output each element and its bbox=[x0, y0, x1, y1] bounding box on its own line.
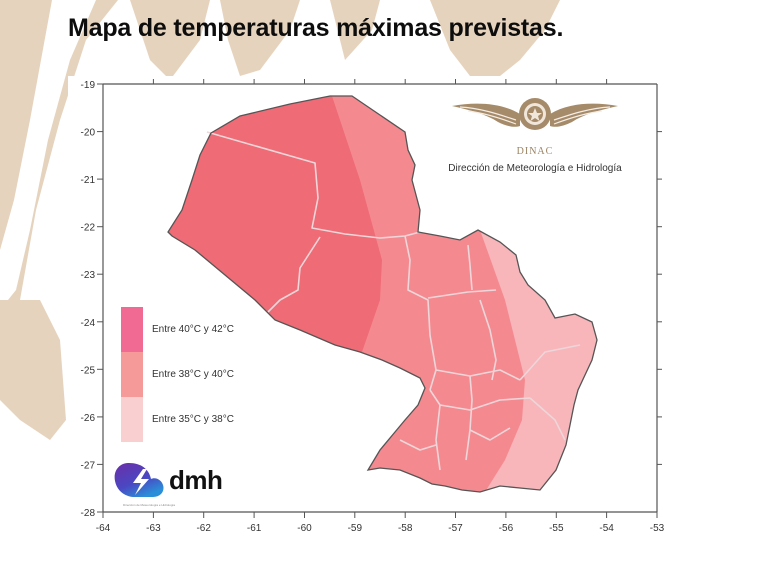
y-ticks bbox=[97, 83, 662, 513]
axes-frame bbox=[102, 83, 658, 513]
dinac-logo: DINAC Dirección de Meteorología e Hidrol… bbox=[420, 92, 650, 174]
legend-label: Entre 38°C y 40°C bbox=[152, 369, 234, 380]
svg-text:-55: -55 bbox=[549, 523, 564, 534]
svg-text:-62: -62 bbox=[196, 523, 211, 534]
x-ticks bbox=[102, 79, 658, 518]
svg-text:-25: -25 bbox=[81, 365, 96, 376]
legend-item: Entre 35°C y 38°C bbox=[121, 397, 234, 442]
svg-text:-21: -21 bbox=[81, 175, 96, 186]
page-title: Mapa de temperaturas máximas previstas. bbox=[68, 14, 564, 42]
legend-label: Entre 35°C y 38°C bbox=[152, 414, 234, 425]
svg-text:-60: -60 bbox=[297, 523, 312, 534]
svg-text:-56: -56 bbox=[499, 523, 514, 534]
svg-text:-64: -64 bbox=[96, 523, 111, 534]
y-tick-labels: -19 -20 -21 -22 -23 -24 -25 -26 -27 -28 bbox=[81, 80, 96, 519]
dinac-name: DINAC bbox=[516, 146, 554, 157]
legend-swatch-35-38 bbox=[121, 397, 143, 442]
svg-text:-22: -22 bbox=[81, 223, 96, 234]
dmh-subtitle: Dirección de Meteorología e Hidrología bbox=[123, 503, 176, 507]
department-boundaries bbox=[206, 131, 581, 471]
legend-item: Entre 40°C y 42°C bbox=[121, 307, 234, 352]
legend-swatch-40-42 bbox=[121, 307, 143, 352]
dmh-logo: dmh Dirección de Meteorología e Hidrolog… bbox=[113, 459, 223, 507]
svg-text:-63: -63 bbox=[146, 523, 161, 534]
dinac-subtitle: Dirección de Meteorología e Hidrología bbox=[448, 163, 622, 174]
legend-label: Entre 40°C y 42°C bbox=[152, 324, 234, 335]
x-tick-labels: -64 -63 -62 -61 -60 -59 -58 -57 -56 -55 … bbox=[96, 523, 665, 534]
dmh-name: dmh bbox=[169, 465, 223, 495]
svg-text:-19: -19 bbox=[81, 80, 96, 91]
legend-item: Entre 38°C y 40°C bbox=[121, 352, 234, 397]
svg-text:-57: -57 bbox=[448, 523, 463, 534]
svg-text:-27: -27 bbox=[81, 460, 96, 471]
svg-text:-61: -61 bbox=[247, 523, 262, 534]
svg-text:-24: -24 bbox=[81, 318, 96, 329]
svg-text:-20: -20 bbox=[81, 128, 96, 139]
svg-text:-54: -54 bbox=[599, 523, 614, 534]
svg-text:-58: -58 bbox=[398, 523, 413, 534]
legend: Entre 40°C y 42°C Entre 38°C y 40°C Entr… bbox=[121, 307, 234, 442]
winged-emblem-icon bbox=[452, 98, 618, 130]
svg-text:-53: -53 bbox=[650, 523, 665, 534]
svg-text:-26: -26 bbox=[81, 413, 96, 424]
svg-text:-28: -28 bbox=[81, 508, 96, 519]
legend-swatch-38-40 bbox=[121, 352, 143, 397]
svg-text:-59: -59 bbox=[348, 523, 363, 534]
svg-text:-23: -23 bbox=[81, 270, 96, 281]
cloud-lightning-icon bbox=[114, 463, 164, 497]
